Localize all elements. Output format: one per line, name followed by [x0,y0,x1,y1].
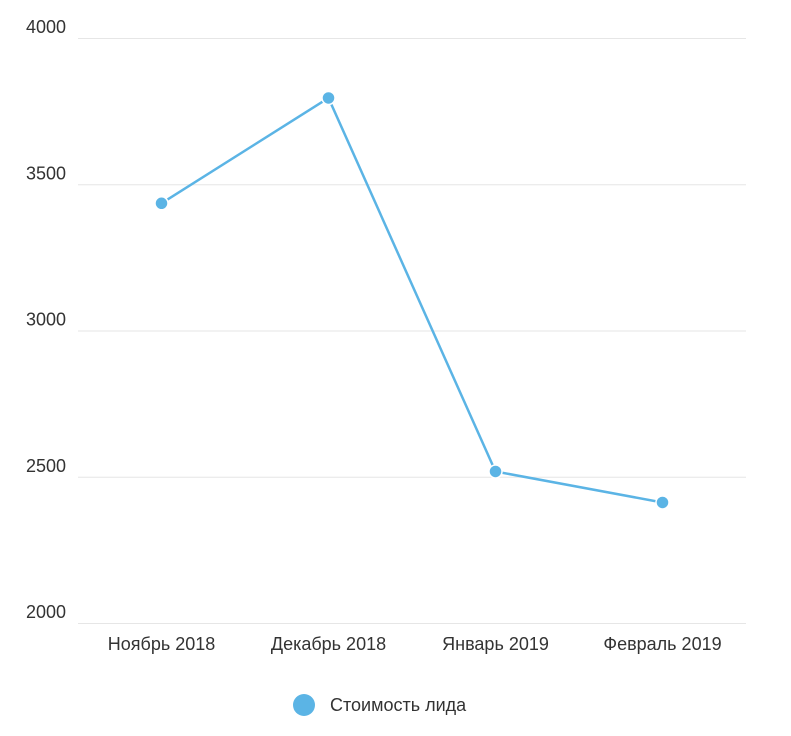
legend-item[interactable]: Стоимость лида [293,694,467,716]
legend[interactable]: Стоимость лида [293,694,467,716]
data-point[interactable] [154,196,169,211]
x-tick-label: Февраль 2019 [603,634,721,654]
y-tick-label: 4000 [26,17,66,37]
y-tick-label: 3500 [26,163,66,183]
data-point[interactable] [655,495,670,510]
x-tick-label: Ноябрь 2018 [108,634,216,654]
series-line [160,96,663,504]
y-tick-label: 2500 [26,456,66,476]
x-axis: Ноябрь 2018 Декабрь 2018 Январь 2019 Феврал… [108,634,722,654]
y-tick-label: 3000 [26,310,66,330]
series-layer [154,90,670,510]
x-tick-label: Январь 2019 [442,634,549,654]
legend-marker [293,694,315,716]
legend-label: Стоимость лида [330,695,467,715]
y-axis: 2000 2500 3000 3500 4000 [26,17,66,622]
data-point[interactable] [488,464,503,479]
grid-lines [78,38,746,624]
y-tick-label: 2000 [26,602,66,622]
data-point[interactable] [321,90,336,106]
x-tick-label: Декабрь 2018 [271,634,386,654]
